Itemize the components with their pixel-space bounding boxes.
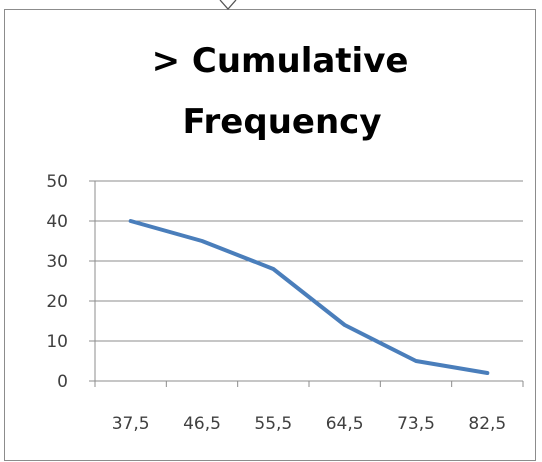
y-tick-label: 50 bbox=[46, 172, 68, 192]
y-tick-label: 40 bbox=[46, 212, 68, 232]
series-line bbox=[128, 219, 490, 375]
x-tick-label: 37,5 bbox=[112, 414, 150, 434]
x-tick-label: 73,5 bbox=[397, 414, 435, 434]
chart-title-line-1: > Cumulative bbox=[152, 41, 409, 81]
x-tick-label: 64,5 bbox=[326, 414, 364, 434]
y-tick-label: 10 bbox=[46, 332, 68, 352]
y-tick-label: 30 bbox=[46, 252, 68, 272]
x-tick-label: 82,5 bbox=[468, 414, 506, 434]
x-tick-label: 55,5 bbox=[254, 414, 292, 434]
y-tick-label: 20 bbox=[46, 292, 68, 312]
y-tick-label: 0 bbox=[57, 372, 68, 392]
chart-title-line-2: Frequency bbox=[182, 102, 381, 142]
resize-handle-icon[interactable] bbox=[219, 0, 237, 11]
x-tick-label: 46,5 bbox=[183, 414, 221, 434]
chart-frame bbox=[4, 9, 536, 461]
